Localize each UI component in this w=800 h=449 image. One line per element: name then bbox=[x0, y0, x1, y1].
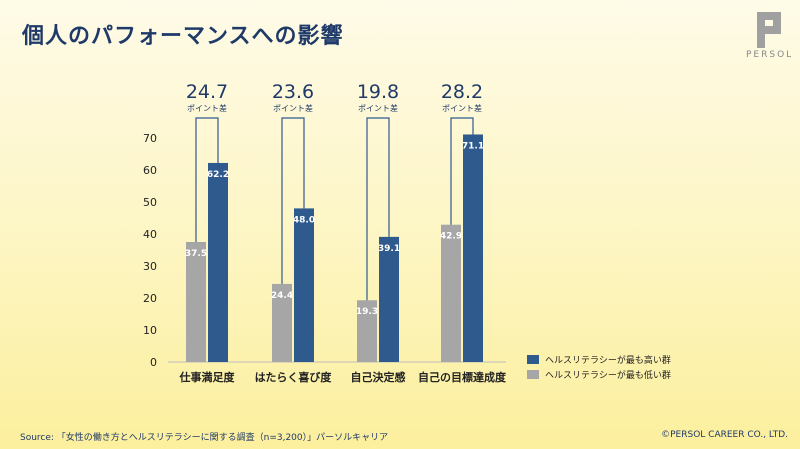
page-title: 個人のパフォーマンスへの影響 bbox=[22, 24, 344, 49]
bar-low-value-label: 37.5 bbox=[185, 249, 207, 259]
bar-high-value-label: 48.0 bbox=[293, 215, 315, 225]
bar-low-value-label: 19.3 bbox=[356, 307, 378, 317]
bar-low bbox=[272, 283, 292, 362]
bar-high bbox=[379, 236, 399, 362]
difference-bracket bbox=[366, 117, 390, 301]
legend-label-low: ヘルスリテラシーが最も低い群 bbox=[545, 371, 671, 381]
difference-bracket bbox=[281, 117, 305, 284]
category-label: 仕事満足度 bbox=[179, 370, 236, 384]
bar-low bbox=[357, 300, 377, 362]
bar-high-value-label: 39.1 bbox=[378, 244, 400, 254]
copyright: ©PERSOL CAREER CO., LTD. bbox=[661, 430, 788, 440]
difference-unit: ポイント差 bbox=[442, 103, 482, 113]
difference-unit: ポイント差 bbox=[187, 103, 227, 113]
bar-high bbox=[463, 134, 483, 362]
bar-high bbox=[294, 208, 314, 362]
difference-value: 28.2 bbox=[441, 81, 483, 103]
bar-low-value-label: 24.4 bbox=[271, 291, 293, 301]
legend-item-high: ヘルスリテラシーが最も高い群 bbox=[527, 352, 671, 367]
legend-item-low: ヘルスリテラシーが最も低い群 bbox=[527, 367, 671, 382]
legend-swatch-low bbox=[527, 370, 539, 379]
difference-value: 23.6 bbox=[272, 81, 314, 103]
y-tick-label: 60 bbox=[143, 164, 157, 177]
difference-unit: ポイント差 bbox=[273, 103, 313, 113]
bar-high-value-label: 71.1 bbox=[462, 141, 484, 151]
y-tick-label: 20 bbox=[143, 292, 157, 305]
difference-value: 24.7 bbox=[186, 81, 228, 103]
category-label: 自己決定感 bbox=[351, 370, 406, 384]
bar-high bbox=[208, 162, 228, 362]
bar-high-value-label: 62.2 bbox=[207, 170, 229, 180]
legend-label-high: ヘルスリテラシーが最も高い群 bbox=[545, 356, 671, 366]
bar-low bbox=[441, 224, 461, 362]
persol-logo bbox=[757, 12, 781, 48]
source-note: Source: 「女性の働き方とヘルスリテラシーに関する調査（n=3,200）」… bbox=[20, 433, 389, 443]
legend-swatch-high bbox=[527, 355, 539, 364]
y-tick-label: 0 bbox=[150, 356, 157, 369]
difference-bracket bbox=[450, 117, 474, 225]
chart-legend: ヘルスリテラシーが最も高い群 ヘルスリテラシーが最も低い群 bbox=[527, 352, 671, 382]
y-tick-label: 50 bbox=[143, 196, 157, 209]
y-tick-label: 30 bbox=[143, 260, 157, 273]
y-tick-label: 10 bbox=[143, 324, 157, 337]
category-label: はたらく喜び度 bbox=[255, 370, 333, 384]
y-tick-label: 70 bbox=[143, 132, 157, 145]
logo-text: PERSOL bbox=[746, 50, 794, 60]
bar-low bbox=[186, 242, 206, 362]
difference-unit: ポイント差 bbox=[358, 103, 398, 113]
difference-bracket bbox=[195, 117, 219, 242]
bar-low-value-label: 42.9 bbox=[440, 232, 462, 242]
difference-value: 19.8 bbox=[357, 81, 399, 103]
category-label: 自己の目標達成度 bbox=[418, 370, 507, 384]
y-tick-label: 40 bbox=[143, 228, 157, 241]
